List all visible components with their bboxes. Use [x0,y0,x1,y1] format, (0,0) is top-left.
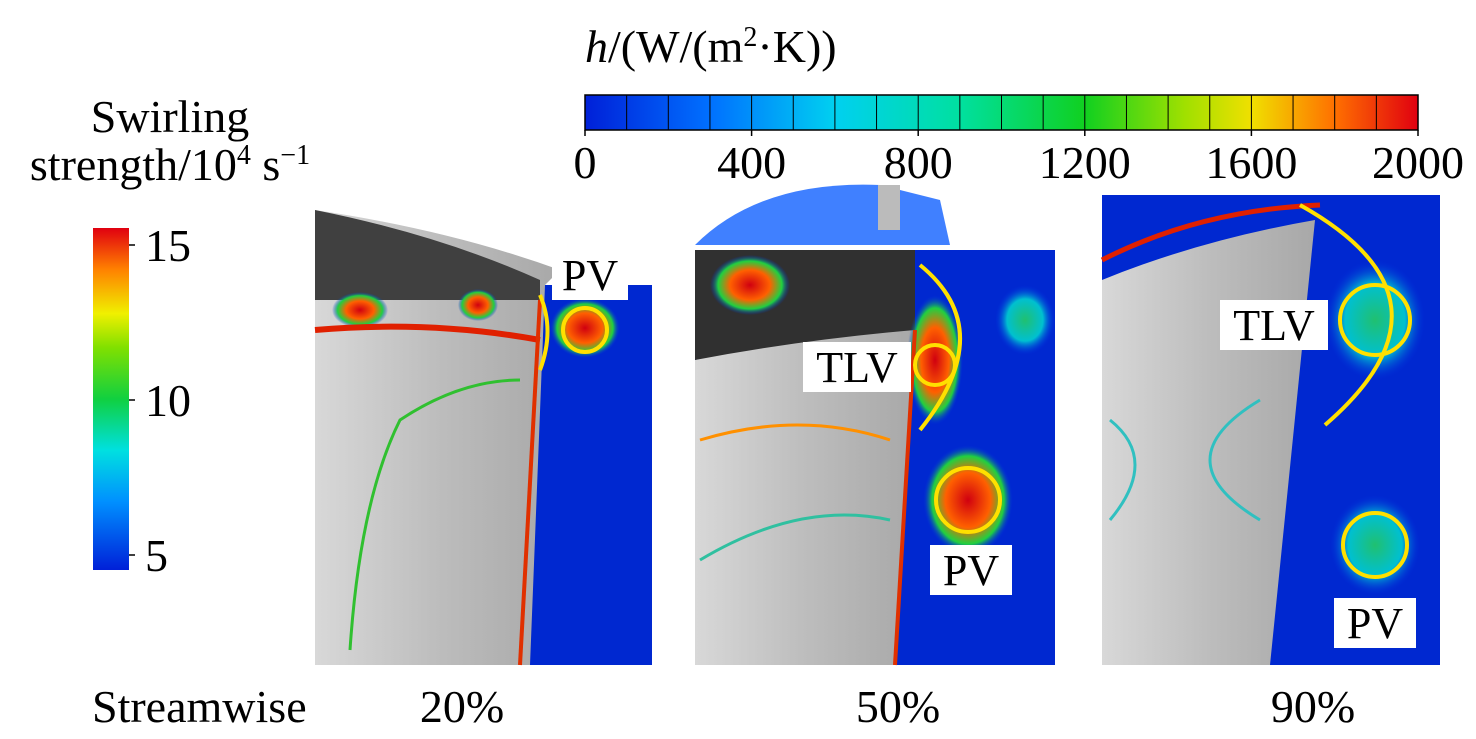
swirl-unit: strength/10 [30,139,237,190]
h-var: h [585,21,608,72]
h-title: h/(W/(m2·K)) [585,21,837,72]
tick-label: 1600 [1205,137,1297,188]
streamwise-label: Streamwise [92,681,307,732]
swirl-sup: −1 [280,140,310,171]
swirl-colorbar [93,228,129,570]
panel-20: PV [314,210,652,666]
panel-50: TLV PV [695,184,1055,666]
tick-label: 10 [145,375,191,426]
swirl-unit: s [251,139,280,190]
tick-label: 15 [145,220,191,271]
annotation: PV [943,546,999,595]
tick-label: 5 [145,530,168,581]
annotation: PV [562,251,618,300]
swirl-title: strength/104 s−1 [30,139,310,190]
panel-label: 20% [420,681,504,732]
panel-label: 90% [1271,681,1355,732]
h-unit: ·K)) [757,21,836,72]
h-colorbar-cells [626,95,1377,130]
annotation: PV [1347,599,1403,648]
tick-label: 400 [717,137,786,188]
swirl-title: Swirling [91,91,249,142]
annotation: TLV [1233,301,1315,350]
swirl-sup: 4 [237,140,251,171]
tick-label: 0 [574,137,597,188]
tick-label: 2000 [1372,137,1464,188]
panel-label: 50% [856,681,940,732]
tick-label: 800 [884,137,953,188]
h-unit: /(W/(m [608,21,744,72]
panel-90: TLV PV [1100,195,1440,665]
annotation: TLV [816,343,898,392]
h-sup: 2 [743,22,757,53]
tick-label: 1200 [1039,137,1131,188]
